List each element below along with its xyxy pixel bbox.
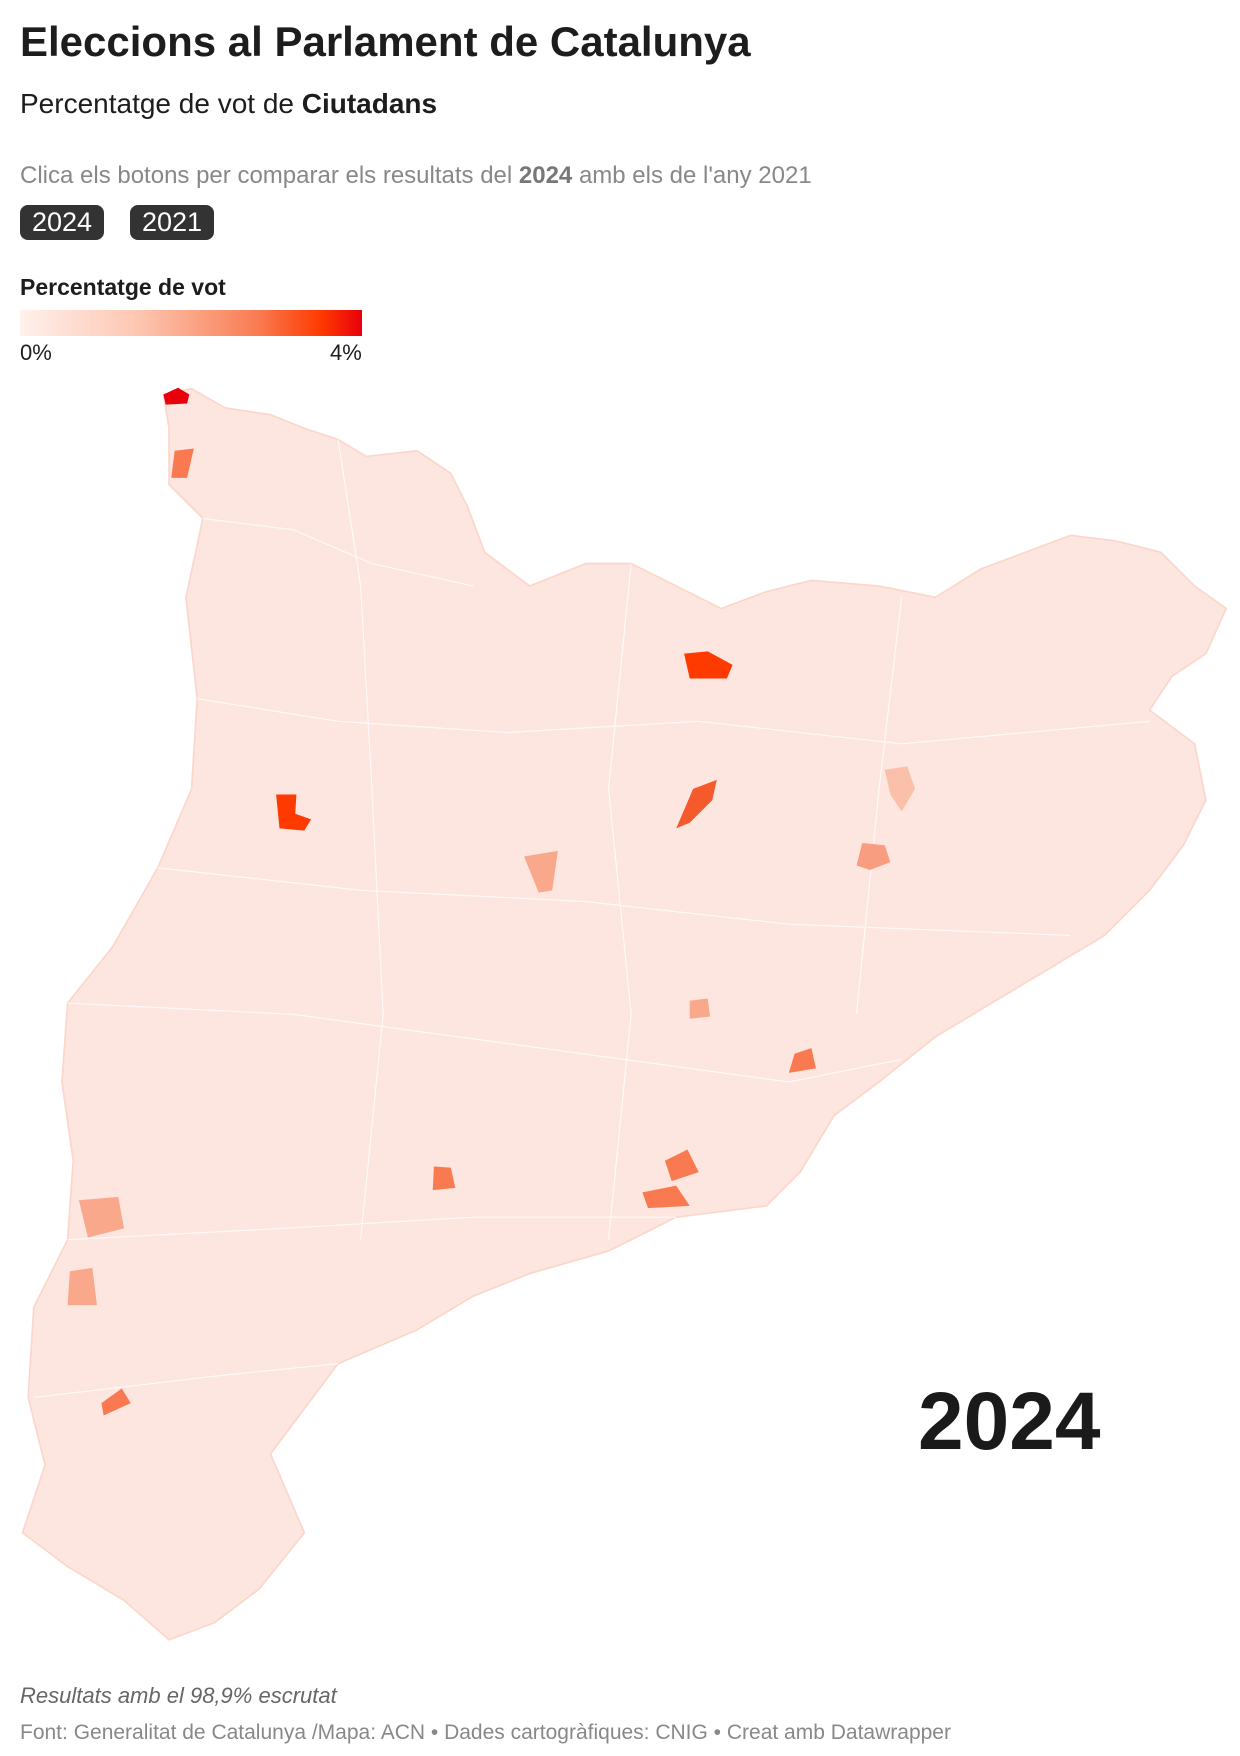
legend-max: 4% (330, 340, 362, 365)
year-button[interactable]: 2024 (20, 205, 105, 240)
subtitle-party: Ciutadans (301, 88, 438, 119)
instruction-text: Clica els botons per comparar els result… (20, 162, 519, 189)
municipality-borders (33, 439, 1150, 1399)
instruction-year: 2024 (518, 162, 573, 189)
title: Eleccions al Parlament de Catalunya (20, 18, 751, 65)
municipality-highlights (67, 387, 916, 1416)
source: Font: Generalitat de Catalunya /Mapa: AC… (20, 1721, 951, 1744)
catalonia-outline (21, 387, 1228, 1641)
subtitle-text: Percentatge de vot de (20, 88, 302, 119)
year-button[interactable]: 2021 (130, 205, 215, 240)
year-label: 2024 (918, 1376, 1101, 1467)
subtitle: Percentatge de vot de Ciutadans (20, 88, 437, 120)
note: Resultats amb el 98,9% escrutat (20, 1683, 337, 1708)
legend-gradient (20, 310, 362, 336)
legend-min: 0% (20, 340, 52, 365)
instruction: Clica els botons per comparar els result… (20, 162, 812, 190)
instruction-text: amb els de l'any 2021 (572, 162, 812, 189)
legend-title: Percentatge de vot (20, 274, 226, 300)
